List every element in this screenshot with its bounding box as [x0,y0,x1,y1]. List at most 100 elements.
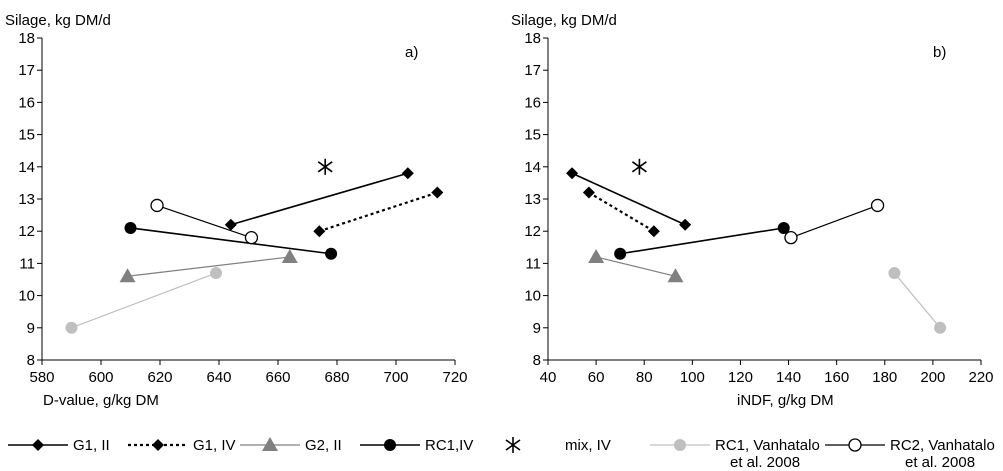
legend-label: RC1,IV [425,437,473,454]
series-g2ii [588,248,684,283]
data-point-rc2v [150,198,164,213]
data-point-rc2v [870,198,885,213]
legend-label: mix, IV [565,437,611,454]
legend-marker [262,437,278,451]
legend-label: G1, IV [193,437,236,454]
data-point-g1iv [431,186,444,199]
legend-marker [384,439,396,451]
series-line-rc1v [893,272,941,329]
y-tick-label: 12 [524,223,541,240]
x-tick-label: 660 [265,369,290,386]
legend-label-line2: et al. 2008 [730,454,800,471]
y-tick-label: 17 [524,62,541,79]
y-axis-title: Silage, kg DM/d [5,12,111,29]
x-tick-label: 600 [88,369,113,386]
y-tick-label: 11 [19,255,35,272]
series-rc2v [150,198,259,245]
x-axis-title: D-value, g/kg DM [43,392,159,409]
panel-a-chart: 8 9 10 11 12 13 14 15 16 17 18 580 600 620 640 660 680 70… [5,12,468,409]
data-point-g1iv [647,225,660,238]
y-tick-label: 9 [27,320,35,337]
y-tick-label: 14 [524,159,541,176]
series-mix [631,158,647,175]
series-line-rc2v [790,204,878,239]
series-line-g2ii [127,256,290,277]
legend-item-rc1iv: RC1,IV [360,437,473,454]
data-point-rc1iv [325,247,338,260]
x-tick-label: 160 [824,369,849,386]
data-point-g2ii [281,248,298,263]
legend-marker [848,438,862,452]
y-axis-title: Silage, kg DM/d [511,12,617,29]
y-tick-label: 9 [533,320,541,337]
x-tick-label: 180 [872,369,897,386]
x-tick-label: 100 [680,369,705,386]
series-rc1v [65,267,223,334]
data-point-g1iv [582,186,595,199]
y-tick-label: 11 [525,255,541,272]
data-point-rc2v [784,230,798,245]
series-line-g1iv [318,191,438,233]
x-tick-label: 60 [588,369,605,386]
data-point-rc1v [210,267,223,280]
series-line-rc1v [71,272,217,329]
y-tick-label: 15 [524,127,541,144]
y-tick-label: 13 [18,191,35,208]
series-line-g2ii [595,256,676,277]
x-axis-title: iNDF, g/kg DM [737,392,834,409]
legend-label: RC2, Vanhatalo [890,437,995,454]
data-point-g2ii [667,268,684,283]
series-g1iv [582,186,660,238]
y-tick-label: 8 [27,352,35,369]
data-point-rc1v [65,321,78,334]
data-point-g1ii [679,218,692,231]
series-g2ii [119,248,298,283]
legend-item-g1iv: G1, IV [128,437,236,454]
legend-label: G2, II [305,437,342,454]
x-tick-label: 700 [383,369,408,386]
panel-label: a) [405,44,418,61]
legend-marker [505,437,521,453]
legend-label: RC1, Vanhatalo [715,437,820,454]
data-point-rc1iv [614,247,627,260]
data-point-g1ii [224,218,237,231]
series-rc1iv [124,221,338,260]
series-line-rc2v [156,204,252,239]
x-tick-label: 140 [776,369,801,386]
x-tick-label: 120 [728,369,753,386]
y-tick-label: 8 [533,352,541,369]
series-line-g1ii [230,172,409,226]
y-tick-label: 15 [18,127,35,144]
y-tick-label: 10 [524,288,541,305]
x-tick-label: 40 [540,369,557,386]
data-point-g1iv [313,225,326,238]
legend-marker [674,439,686,451]
y-tick-label: 16 [524,94,541,111]
y-tick-label: 14 [18,159,35,176]
data-point-rc1iv [777,221,790,234]
series-g1iv [313,186,444,238]
data-point-rc1v [934,321,947,334]
series-rc1iv [614,221,790,260]
x-tick-label: 620 [147,369,172,386]
data-point-mix [631,158,647,175]
data-point-g1ii [401,167,414,180]
data-point-g2ii [119,268,136,283]
y-tick-label: 13 [524,191,541,208]
legend: G1, II G1, IV G2, II RC1,IV mix, IV RC1, Vanh… [8,437,995,471]
legend-marker [152,439,164,451]
data-point-mix [317,158,333,175]
series-line-rc1iv [130,227,332,255]
y-tick-label: 16 [18,94,35,111]
panel-b-chart: 8 9 10 11 12 13 14 15 16 17 18 40 60 80 100 120 140 160 18… [511,12,994,409]
legend-label-line2: et al. 2008 [905,454,975,471]
x-tick-label: 220 [968,369,993,386]
x-tick-label: 680 [324,369,349,386]
series-line-g1ii [571,172,686,226]
y-tick-label: 18 [18,30,35,47]
legend-label: G1, II [73,437,110,454]
series-g1ii [566,167,692,231]
